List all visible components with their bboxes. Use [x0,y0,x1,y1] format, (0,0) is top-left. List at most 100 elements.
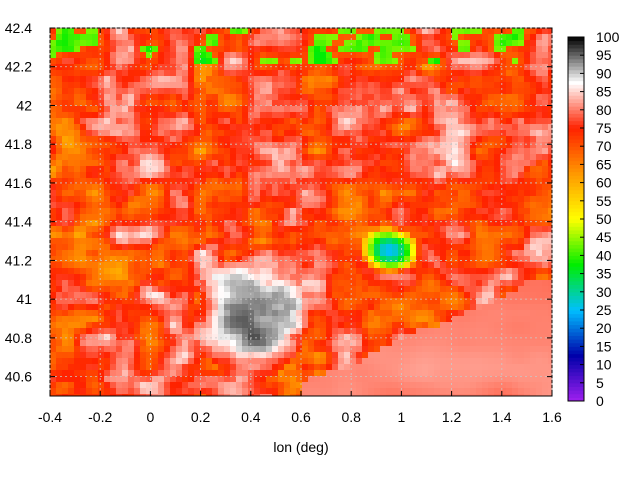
heatmap-cell [242,310,248,316]
heatmap-cell [542,154,548,160]
heatmap-cell [170,220,176,226]
heatmap-cell [356,340,362,346]
heatmap-cell [284,286,290,292]
heatmap-cell [182,124,188,130]
heatmap-cell [278,28,284,34]
heatmap-cell [104,130,110,136]
heatmap-cell [188,232,194,238]
heatmap-cell [440,136,446,142]
heatmap-cell [338,286,344,292]
heatmap-cell [362,46,368,52]
heatmap-cell [524,232,530,238]
heatmap-cell [128,28,134,34]
heatmap-cell [356,94,362,100]
heatmap-cell [122,292,128,298]
heatmap-cell [518,340,524,346]
heatmap-cell [152,208,158,214]
heatmap-cell [530,124,536,130]
heatmap-cell [482,28,488,34]
heatmap-cell [242,340,248,346]
heatmap-cell [200,88,206,94]
heatmap-cell [362,292,368,298]
heatmap-cell [200,232,206,238]
heatmap-cell [212,358,218,364]
heatmap-cell [308,178,314,184]
heatmap-cell [296,214,302,220]
heatmap-cell [494,136,500,142]
heatmap-cell [224,178,230,184]
heatmap-cell [260,202,266,208]
heatmap-cell [80,184,86,190]
heatmap-cell [74,352,80,358]
heatmap-cell [548,334,552,340]
heatmap-cell [302,124,308,130]
heatmap-cell [356,76,362,82]
heatmap-cell [506,286,512,292]
heatmap-cell [326,244,332,250]
heatmap-cell [128,184,134,190]
heatmap-cell [464,352,470,358]
heatmap-cell [380,88,386,94]
heatmap-cell [350,112,356,118]
heatmap-cell [230,310,236,316]
heatmap-cell [518,298,524,304]
heatmap-cell [326,346,332,352]
heatmap-cell [128,268,134,274]
heatmap-cell [338,364,344,370]
heatmap-cell [68,238,74,244]
heatmap-cell [188,286,194,292]
heatmap-cell [518,328,524,334]
heatmap-cell [152,148,158,154]
heatmap-cell [308,286,314,292]
heatmap-cell [386,178,392,184]
heatmap-cell [104,268,110,274]
heatmap-cell [536,160,542,166]
heatmap-cell [290,148,296,154]
heatmap-cell [314,346,320,352]
heatmap-cell [446,154,452,160]
heatmap-cell [332,208,338,214]
heatmap-cell [242,28,248,34]
heatmap-cell [548,220,552,226]
heatmap-cell [548,70,552,76]
heatmap-cell [500,304,506,310]
heatmap-cell [206,70,212,76]
heatmap-cell [236,166,242,172]
heatmap-cell [410,64,416,70]
heatmap-cell [308,316,314,322]
heatmap-cell [470,352,476,358]
heatmap-cell [302,76,308,82]
heatmap-cell [524,340,530,346]
heatmap-cell [296,268,302,274]
heatmap-cell [332,112,338,118]
heatmap-cell [80,166,86,172]
heatmap-cell [212,316,218,322]
heatmap-cell [194,274,200,280]
heatmap-cell [530,88,536,94]
heatmap-cell [116,64,122,70]
heatmap-cell [278,346,284,352]
heatmap-cell [308,70,314,76]
heatmap-cell [452,370,458,376]
heatmap-cell [500,94,506,100]
heatmap-cell [422,88,428,94]
heatmap-cell [392,88,398,94]
heatmap-cell [326,340,332,346]
heatmap-cell [128,178,134,184]
heatmap-cell [128,292,134,298]
heatmap-cell [374,52,380,58]
heatmap-cell [446,244,452,250]
heatmap-cell [332,196,338,202]
heatmap-cell [296,118,302,124]
heatmap-cell [158,154,164,160]
heatmap-cell [476,40,482,46]
heatmap-cell [158,166,164,172]
heatmap-cell [56,130,62,136]
heatmap-cell [128,370,134,376]
heatmap-cell [542,280,548,286]
heatmap-cell [128,112,134,118]
heatmap-cell [338,328,344,334]
heatmap-cell [470,292,476,298]
heatmap-cell [500,160,506,166]
heatmap-cell [272,310,278,316]
